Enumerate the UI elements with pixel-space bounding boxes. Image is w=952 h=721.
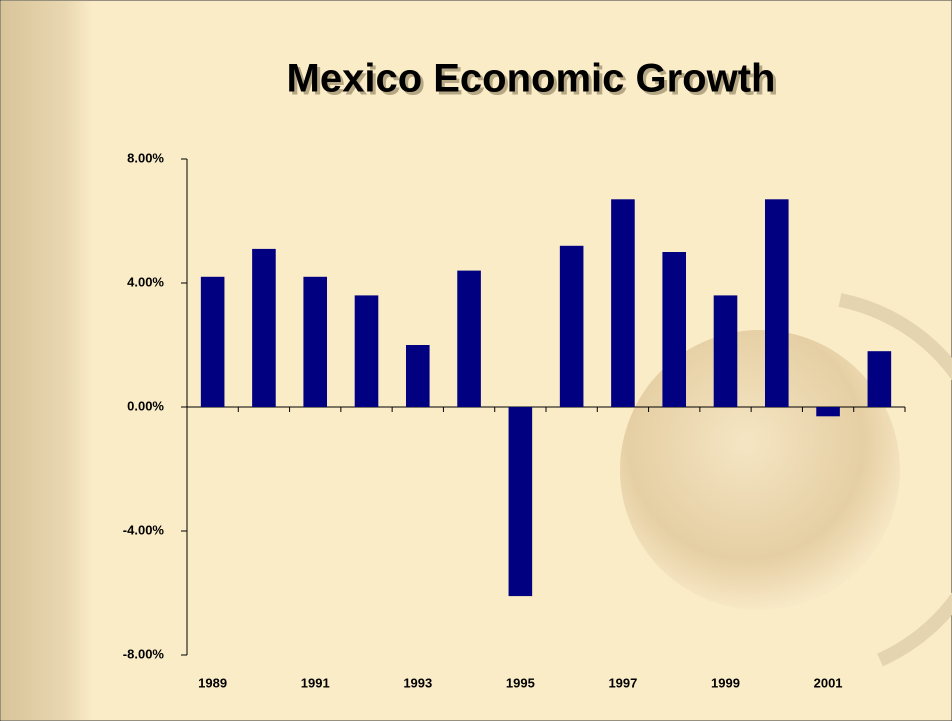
bar	[816, 407, 840, 417]
bar	[713, 295, 738, 407]
bar	[662, 252, 687, 407]
y-tick-label: 0.00%	[127, 398, 164, 413]
bar	[457, 270, 481, 407]
bar	[303, 276, 328, 407]
bar	[200, 276, 225, 407]
decorative-strip	[1, 1, 93, 720]
bar	[508, 407, 533, 597]
x-tick-label: 1989	[198, 675, 227, 690]
chart-title: Mexico Economic Growth	[287, 57, 776, 101]
bar	[354, 295, 379, 407]
bar	[867, 351, 892, 407]
x-tick-label: 1995	[506, 675, 535, 690]
x-tick-label: 1991	[301, 675, 330, 690]
y-tick-label: 4.00%	[127, 274, 164, 289]
y-tick-label: -8.00%	[123, 646, 165, 661]
bar	[611, 199, 635, 407]
bar	[252, 248, 276, 407]
x-tick-label: 2001	[814, 675, 843, 690]
bar	[764, 199, 789, 407]
title-shadow: Mexico Economic Growth	[290, 60, 779, 104]
y-tick-label: 8.00%	[127, 150, 164, 165]
bar	[559, 245, 584, 407]
globe-decoration	[620, 330, 900, 610]
globe-stand	[838, 293, 952, 667]
bar	[405, 345, 430, 407]
x-tick-label: 1993	[403, 675, 432, 690]
x-tick-label: 1997	[608, 675, 637, 690]
y-tick-label: -4.00%	[123, 522, 165, 537]
x-tick-label: 1999	[711, 675, 740, 690]
